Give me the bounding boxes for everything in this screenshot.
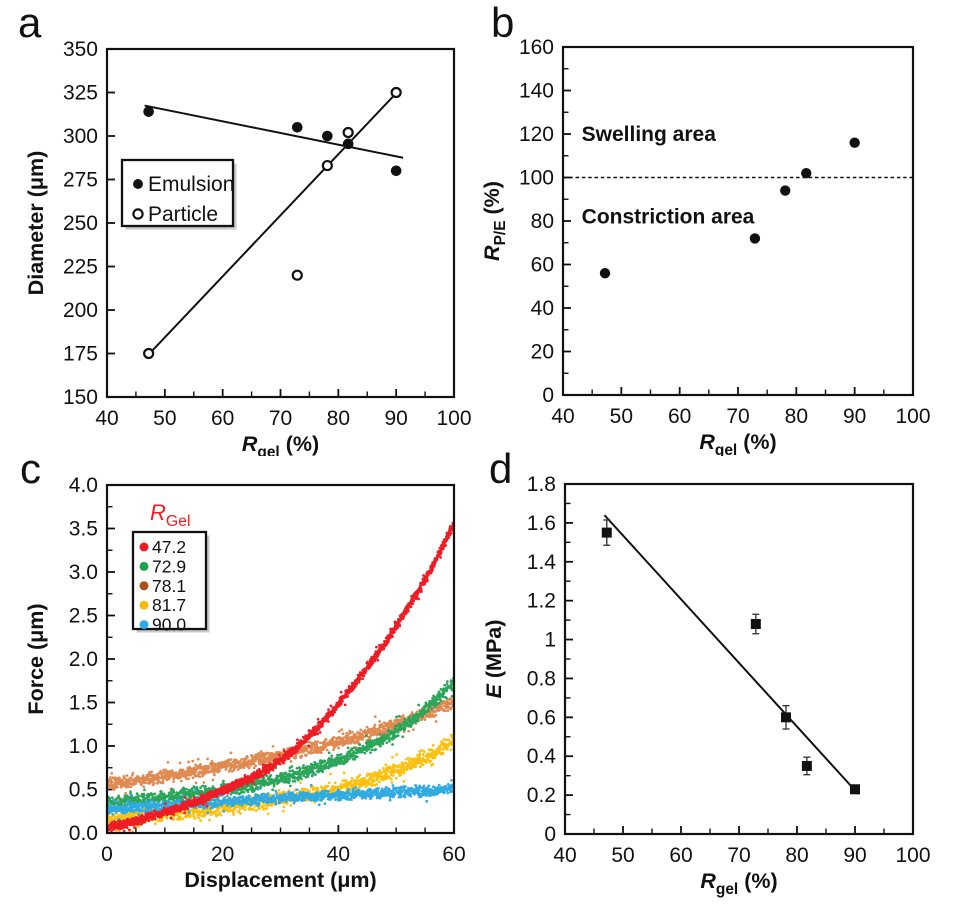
y-tick-label: 2.5 [69,605,98,628]
x-tick-label: 60 [668,405,691,428]
x-tick-label: 80 [327,407,350,430]
y-tick-label: 200 [63,299,98,322]
y-tick-label: 1.2 [527,590,556,613]
legend-item-label: 72.9 [152,556,186,576]
chart-svg-b: 40 50 60 70 80 90 100 0 20 40 60 80 100 120 140 160 Rgel… [480,36,931,459]
y-tick-label: 1.0 [69,735,98,758]
y-tick-label: 100 [519,167,554,190]
legend-item-label: 78.1 [152,576,186,596]
plot-frame [105,47,456,399]
y-tick-label: 300 [63,125,98,148]
x-tick-label: 0 [101,843,113,866]
x-tick-label: 100 [895,844,930,867]
y-tick-label: 120 [519,123,554,146]
y-tick-label: 0 [544,823,556,846]
x-axis-title: Rgel (%) [242,432,319,456]
x-tick-label: 70 [727,844,750,867]
x-tick-label: 60 [211,407,234,430]
y-axis-title: E (MPa) [482,620,506,699]
y-tick-label: 3.0 [69,561,98,584]
panel-label-c: c [20,445,41,492]
y-tick-label: 325 [63,82,98,105]
x-tick-label: 100 [895,405,930,428]
x-tick-label: 40 [327,843,350,866]
x-axis-title: Displacement (μm) [184,868,376,892]
x-tick-label: 70 [726,405,749,428]
chart-d-modulus-vs-rgel: 40 50 60 70 80 90 100 0 0.2 0.4 0.6 0.8 1 1.2 1.4 1.6 1.… [477,456,955,912]
y-tick-label: 1.6 [527,512,556,535]
y-axis-title: Force (μm) [24,603,48,714]
chart-b-rpe-vs-rgel: 40 50 60 70 80 90 100 0 20 40 60 80 100 120 140 160 Rgel… [477,0,955,459]
x-tick-label: 40 [551,405,574,428]
y-tick-label: 1.5 [69,692,98,715]
panel-label-d: d [489,445,513,492]
chart-svg-a: 40 50 60 70 80 90 100 150 175 200 225 250 275 300 325 3… [24,38,472,461]
region-annotation: Constriction area [582,206,755,229]
chart-svg-c: 0 20 40 60 0.0 0.5 1.0 1.5 2.0 2.5 3.0 3.5 4.0 Displa… [24,474,466,892]
x-tick-label: 90 [843,405,866,428]
legend-item-label: 90.0 [152,615,186,635]
x-tick-label: 100 [436,407,471,430]
x-tick-label: 50 [610,405,633,428]
y-tick-label: 225 [63,256,98,279]
y-tick-label: 1.8 [527,473,556,496]
x-axis-title: Rgel (%) [700,869,777,898]
y-tick-label: 350 [63,38,98,61]
y-tick-label: 0.6 [527,706,556,729]
y-tick-label: 0.2 [527,784,556,807]
legend-item-label: 81.7 [152,595,186,615]
panel-label-b: b [491,0,515,46]
y-tick-label: 20 [531,341,554,364]
x-tick-label: 20 [211,843,234,866]
legend-item-label: Particle [148,203,218,226]
y-axis-title: Diameter (μm) [24,151,48,296]
legend-title: RGel [150,500,191,530]
x-tick-label: 80 [785,844,808,867]
chart-a-diameter-vs-rgel: 40 50 60 70 80 90 100 150 175 200 225 250 275 300 325 3… [0,0,478,461]
chart-c-force-displacement: 0 20 40 60 0.0 0.5 1.0 1.5 2.0 2.5 3.0 3.5 4.0 Displa… [0,456,478,912]
y-tick-label: 1 [544,629,556,652]
chart-svg-d: 40 50 60 70 80 90 100 0 0.2 0.4 0.6 0.8 1 1.2 1.4 1.6 1.… [482,473,931,898]
x-tick-label: 40 [95,407,118,430]
y-tick-label: 80 [531,210,554,233]
x-tick-label: 70 [269,407,292,430]
x-tick-label: 80 [785,405,808,428]
legend-item-label: 47.2 [152,537,186,557]
legend-item-label: Emulsion [148,173,234,196]
y-tick-label: 0.4 [527,745,557,768]
x-tick-label: 90 [384,407,407,430]
y-tick-label: 1.4 [527,551,557,574]
y-tick-label: 40 [531,297,554,320]
y-tick-label: 140 [519,80,554,103]
x-axis-title: Rgel (%) [699,430,776,456]
y-tick-label: 3.5 [69,518,98,541]
y-tick-label: 160 [519,36,554,59]
y-tick-label: 150 [63,386,98,409]
y-tick-label: 0.0 [69,822,98,845]
x-tick-label: 90 [843,844,866,867]
y-tick-label: 60 [531,254,554,277]
plot-frame [563,482,915,836]
y-tick-label: 0.5 [69,779,98,802]
region-annotation: Swelling area [582,123,717,146]
y-tick-label: 4.0 [69,474,98,497]
x-tick-label: 50 [153,407,176,430]
y-tick-label: 175 [63,343,98,366]
y-tick-label: 0 [542,384,554,407]
y-tick-label: 275 [63,169,98,192]
x-tick-label: 60 [669,844,692,867]
y-tick-label: 0.8 [527,667,556,690]
x-tick-label: 50 [611,844,634,867]
x-tick-label: 60 [442,843,465,866]
y-tick-label: 2.0 [69,648,98,671]
plot-frame [561,45,915,397]
x-tick-label: 40 [553,844,576,867]
y-tick-label: 250 [63,212,98,235]
y-axis-title: RP/E (%) [480,181,509,261]
plot-frame [105,483,456,835]
panel-label-a: a [18,0,42,46]
